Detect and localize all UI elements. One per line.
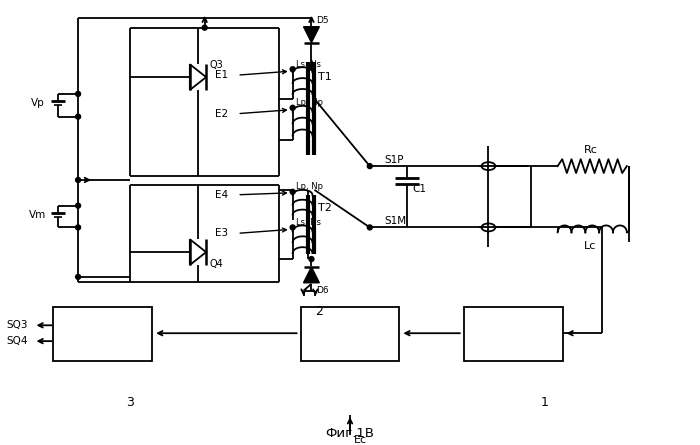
Text: Ls, Ns: Ls, Ns — [295, 60, 321, 69]
Bar — [463, 307, 563, 361]
Text: Vp: Vp — [31, 98, 44, 108]
Circle shape — [368, 164, 372, 169]
Circle shape — [368, 225, 372, 230]
Text: Vm: Vm — [29, 210, 46, 219]
Circle shape — [76, 225, 80, 230]
Text: Ec: Ec — [354, 435, 367, 445]
Circle shape — [290, 105, 295, 110]
Bar — [53, 307, 152, 361]
Circle shape — [76, 178, 80, 182]
Text: E3: E3 — [214, 228, 228, 239]
Text: Lc: Lc — [584, 241, 596, 251]
Text: Фиг.1В: Фиг.1В — [326, 427, 374, 440]
Text: T1: T1 — [318, 72, 332, 82]
Text: D5: D5 — [316, 16, 329, 25]
Text: SQ4: SQ4 — [6, 336, 27, 346]
Text: Q3: Q3 — [209, 60, 223, 70]
Text: E1: E1 — [214, 70, 228, 80]
Text: D6: D6 — [316, 286, 329, 295]
Circle shape — [290, 190, 295, 194]
Text: Ls, Ns: Ls, Ns — [295, 218, 321, 227]
Text: 2: 2 — [316, 305, 323, 318]
Text: E2: E2 — [214, 109, 228, 119]
Circle shape — [309, 65, 314, 70]
Text: SQ3: SQ3 — [6, 320, 27, 330]
Text: T2: T2 — [318, 202, 332, 213]
Bar — [300, 307, 400, 361]
Text: S1P: S1P — [384, 155, 404, 165]
Text: E4: E4 — [214, 190, 228, 200]
Text: C1: C1 — [412, 184, 426, 194]
Polygon shape — [304, 27, 319, 43]
Circle shape — [76, 203, 80, 208]
Circle shape — [290, 225, 295, 230]
Text: Lp, Np: Lp, Np — [295, 98, 323, 107]
Circle shape — [202, 25, 207, 30]
Text: 3: 3 — [127, 396, 134, 409]
Text: S1M: S1M — [384, 216, 407, 227]
Text: Q4: Q4 — [209, 259, 223, 269]
Text: Rc: Rc — [584, 145, 598, 155]
Polygon shape — [304, 267, 319, 283]
Circle shape — [309, 257, 314, 262]
Circle shape — [76, 92, 80, 97]
Circle shape — [290, 67, 295, 72]
Text: Lp, Np: Lp, Np — [295, 182, 323, 191]
Circle shape — [76, 275, 80, 279]
Circle shape — [76, 114, 80, 119]
Text: 1: 1 — [541, 396, 549, 409]
